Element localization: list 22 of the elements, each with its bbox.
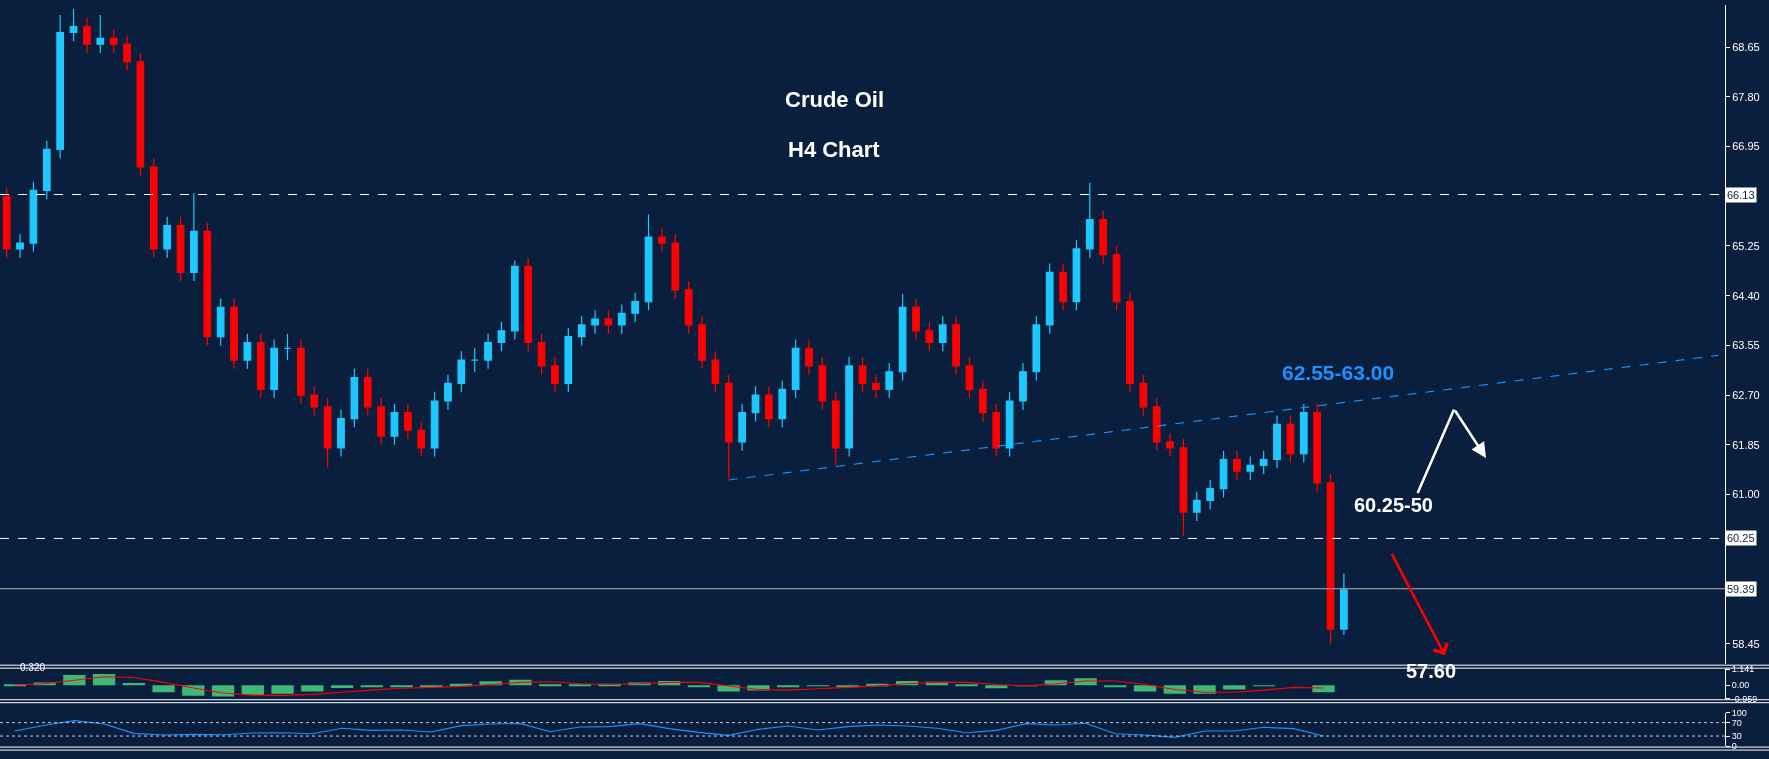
y-tick-label: 65.25 (1732, 239, 1760, 252)
ref-line-label: 60.25 (1727, 532, 1755, 544)
y-tick-label: 63.55 (1732, 339, 1760, 352)
y-tick-label: 68.65 (1732, 40, 1760, 53)
ref-line-label: 66.13 (1727, 189, 1755, 201)
text: H4 Chart (788, 137, 881, 162)
y-tick-label: 61.85 (1732, 438, 1760, 451)
y-tick-label: 100 (1731, 707, 1747, 718)
y-tick-label: 64.40 (1732, 289, 1760, 302)
y-tick-label: 0 (1731, 741, 1737, 752)
text: Crude Oil (785, 87, 885, 112)
y-tick-label: 66.95 (1732, 140, 1760, 153)
annotation: 62.55-63.00 (1282, 361, 1395, 384)
ref-line-label: 59.39 (1727, 583, 1755, 595)
y-tick-label: 67.80 (1732, 90, 1760, 103)
y-tick-label: 58.45 (1732, 637, 1760, 650)
y-tick-label: 70 (1731, 717, 1742, 728)
y-tick-label: 30 (1731, 731, 1742, 742)
y-tick-label: 62.70 (1732, 388, 1760, 401)
annotation: 60.25-50 (1354, 494, 1433, 516)
y-tick-label: 61.00 (1732, 488, 1760, 501)
y-tick-label: 0.00 (1731, 680, 1750, 691)
